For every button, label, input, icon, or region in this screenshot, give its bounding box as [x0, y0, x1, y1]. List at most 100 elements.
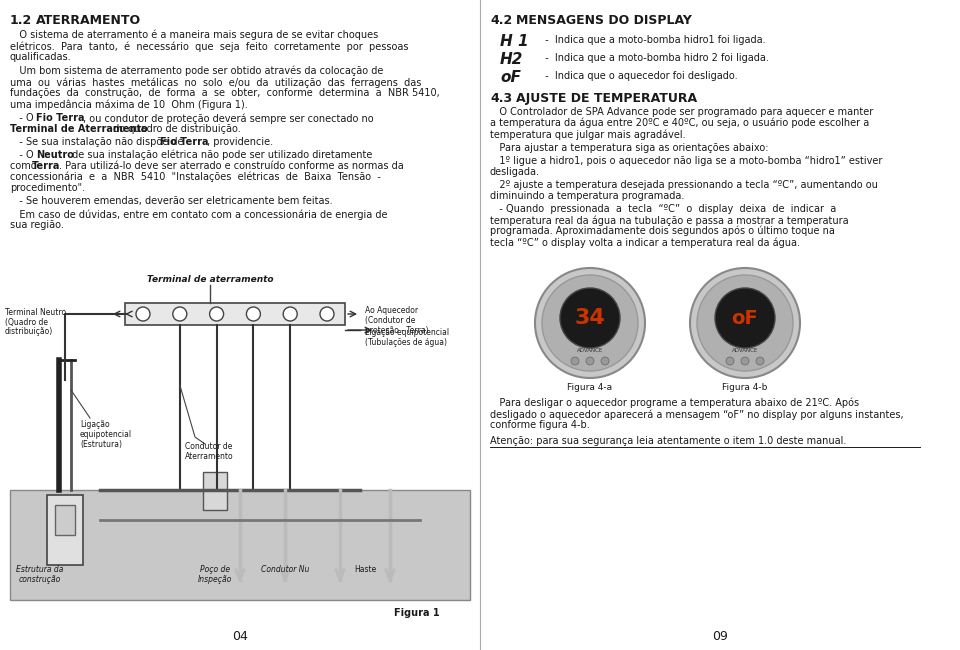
- Circle shape: [542, 275, 638, 371]
- Text: MENSAGENS DO DISPLAY: MENSAGENS DO DISPLAY: [516, 14, 692, 27]
- Text: - O: - O: [10, 113, 36, 123]
- Text: de sua instalação elétrica não pode ser utilizado diretamente: de sua instalação elétrica não pode ser …: [69, 150, 372, 161]
- Text: Para desligar o aquecedor programe a temperatura abaixo de 21ºC. Após: Para desligar o aquecedor programe a tem…: [490, 398, 859, 408]
- Text: Ao Aquecedor: Ao Aquecedor: [365, 306, 419, 315]
- Text: temperatura real da água na tubulação e passa a mostrar a temperatura: temperatura real da água na tubulação e …: [490, 215, 849, 226]
- Text: (Tubulações de água): (Tubulações de água): [365, 338, 447, 347]
- Text: Condutor Nu: Condutor Nu: [261, 565, 309, 574]
- Text: procedimento".: procedimento".: [10, 183, 85, 193]
- Text: como: como: [10, 161, 39, 171]
- Text: oF: oF: [732, 309, 758, 328]
- Text: fundações  da  construção,  de  forma  a  se  obter,  conforme  determina  a  NB: fundações da construção, de forma a se o…: [10, 88, 440, 98]
- Text: , ou condutor de proteção deverá sempre ser conectado no: , ou condutor de proteção deverá sempre …: [83, 113, 373, 124]
- Bar: [55, 505, 75, 535]
- Text: -  Indica que a moto-bomba hidro1 foi ligada.: - Indica que a moto-bomba hidro1 foi lig…: [542, 35, 766, 45]
- Text: equipotencial: equipotencial: [80, 430, 132, 439]
- Text: Ligação: Ligação: [80, 420, 109, 429]
- Text: . Para utilizá-lo deve ser aterrado e construído conforme as normas da: . Para utilizá-lo deve ser aterrado e co…: [59, 161, 404, 171]
- Text: Figura 1: Figura 1: [395, 608, 440, 618]
- Text: 2º ajuste a temperatura desejada pressionando a tecla “ºC”, aumentando ou: 2º ajuste a temperatura desejada pressio…: [490, 180, 877, 190]
- Text: proteção - Terra): proteção - Terra): [365, 326, 428, 335]
- Bar: [10, 490, 470, 600]
- Text: desligado o aquecedor aparecerá a mensagem “oF” no display por alguns instantes,: desligado o aquecedor aparecerá a mensag…: [490, 409, 903, 419]
- Circle shape: [173, 307, 187, 321]
- Text: elétricos.  Para  tanto,  é  necessário  que  seja  feito  corretamente  por  pe: elétricos. Para tanto, é necessário que …: [10, 41, 409, 51]
- Text: ATERRAMENTO: ATERRAMENTO: [36, 14, 141, 27]
- Text: Poço de: Poço de: [200, 565, 230, 574]
- Circle shape: [136, 307, 150, 321]
- Circle shape: [247, 307, 260, 321]
- Text: uma impedância máxima de 10  Ohm (Figura 1).: uma impedância máxima de 10 Ohm (Figura …: [10, 99, 248, 109]
- Text: Haste: Haste: [354, 565, 376, 574]
- Text: Em caso de dúvidas, entre em contato com a concessionária de energia de: Em caso de dúvidas, entre em contato com…: [10, 209, 388, 220]
- Text: Terminal de aterramento: Terminal de aterramento: [147, 275, 274, 284]
- Text: -  Indica que o aquecedor foi desligado.: - Indica que o aquecedor foi desligado.: [542, 71, 737, 81]
- Text: Figura 4-a: Figura 4-a: [567, 383, 612, 392]
- Text: 09: 09: [712, 630, 728, 643]
- Text: concessionária  e  a  NBR  5410  "Instalações  elétricas  de  Baixa  Tensão  -: concessionária e a NBR 5410 "Instalações…: [10, 172, 381, 183]
- Text: AJUSTE DE TEMPERATURA: AJUSTE DE TEMPERATURA: [516, 92, 697, 105]
- Text: Fio Terra: Fio Terra: [36, 113, 84, 123]
- Circle shape: [697, 275, 793, 371]
- Text: H 1: H 1: [500, 34, 529, 49]
- Text: 34: 34: [575, 308, 606, 328]
- Bar: [203, 472, 227, 510]
- Text: programada. Aproximadamente dois segundos após o último toque na: programada. Aproximadamente dois segundo…: [490, 226, 835, 237]
- Text: Inspeção: Inspeção: [198, 575, 232, 584]
- Text: 1º ligue a hidro1, pois o aquecedor não liga se a moto-bomba “hidro1” estiver: 1º ligue a hidro1, pois o aquecedor não …: [490, 156, 882, 166]
- Text: Aterramento: Aterramento: [185, 452, 233, 461]
- Text: Ligação equipotencial: Ligação equipotencial: [365, 328, 449, 337]
- Text: 04: 04: [232, 630, 248, 643]
- Circle shape: [741, 357, 749, 365]
- Text: oF: oF: [500, 70, 521, 85]
- Text: Terminal Neutro: Terminal Neutro: [5, 308, 66, 317]
- Text: Terra: Terra: [32, 161, 60, 171]
- Text: Para ajustar a temperatura siga as orientações abaixo:: Para ajustar a temperatura siga as orien…: [490, 143, 769, 153]
- Circle shape: [535, 268, 645, 378]
- Text: O Controlador de SPA Advance pode ser programado para aquecer e manter: O Controlador de SPA Advance pode ser pr…: [490, 107, 874, 117]
- Text: 4.3: 4.3: [490, 92, 512, 105]
- Text: (Estrutura): (Estrutura): [80, 440, 122, 449]
- Text: - O: - O: [10, 150, 36, 160]
- Circle shape: [690, 268, 800, 378]
- Text: H2: H2: [500, 52, 523, 67]
- Text: Fio Terra: Fio Terra: [160, 137, 208, 147]
- Text: qualificadas.: qualificadas.: [10, 52, 72, 62]
- Circle shape: [209, 307, 224, 321]
- Circle shape: [726, 357, 734, 365]
- Text: Neutro: Neutro: [36, 150, 74, 160]
- Circle shape: [586, 357, 594, 365]
- Text: a temperatura da água entre 20ºC e 40ºC, ou seja, o usuário pode escolher a: a temperatura da água entre 20ºC e 40ºC,…: [490, 118, 869, 129]
- Text: - Quando  pressionada  a  tecla  “ºC”  o  display  deixa  de  indicar  a: - Quando pressionada a tecla “ºC” o disp…: [490, 204, 836, 214]
- Text: ADVANCE: ADVANCE: [577, 348, 603, 354]
- Text: Estrutura da: Estrutura da: [16, 565, 63, 574]
- Text: -  Indica que a moto-bomba hidro 2 foi ligada.: - Indica que a moto-bomba hidro 2 foi li…: [542, 53, 769, 63]
- Text: do quadro de distribuição.: do quadro de distribuição.: [110, 124, 241, 134]
- Text: - Se sua instalação não dispõe de: - Se sua instalação não dispõe de: [10, 137, 186, 147]
- Circle shape: [601, 357, 609, 365]
- Text: - Se houverem emendas, deverão ser eletricamente bem feitas.: - Se houverem emendas, deverão ser eletr…: [10, 196, 332, 206]
- Text: ADVANCE: ADVANCE: [732, 348, 758, 354]
- Text: (Quadro de: (Quadro de: [5, 318, 48, 327]
- Text: 4.2: 4.2: [490, 14, 513, 27]
- Text: sua região.: sua região.: [10, 220, 64, 230]
- Text: diminuindo a temperatura programada.: diminuindo a temperatura programada.: [490, 191, 684, 201]
- Circle shape: [320, 307, 334, 321]
- Text: Um bom sistema de aterramento pode ser obtido através da colocação de: Um bom sistema de aterramento pode ser o…: [10, 66, 383, 77]
- Circle shape: [283, 307, 298, 321]
- Text: construção: construção: [19, 575, 61, 584]
- Circle shape: [560, 288, 620, 348]
- Text: , providencie.: , providencie.: [207, 137, 274, 147]
- Circle shape: [715, 288, 775, 348]
- Text: desligada.: desligada.: [490, 167, 540, 177]
- Bar: [47, 495, 83, 565]
- Text: temperatura que julgar mais agradável.: temperatura que julgar mais agradável.: [490, 129, 685, 140]
- Text: Terminal de Aterramento: Terminal de Aterramento: [10, 124, 148, 134]
- Text: tecla “ºC” o display volta a indicar a temperatura real da água.: tecla “ºC” o display volta a indicar a t…: [490, 237, 800, 248]
- Text: Figura 4-b: Figura 4-b: [722, 383, 768, 392]
- Text: 1.2: 1.2: [10, 14, 33, 27]
- Text: conforme figura 4-b.: conforme figura 4-b.: [490, 420, 589, 430]
- Bar: [125, 303, 345, 325]
- Text: Condutor de: Condutor de: [185, 442, 232, 451]
- Text: distribuição): distribuição): [5, 327, 53, 336]
